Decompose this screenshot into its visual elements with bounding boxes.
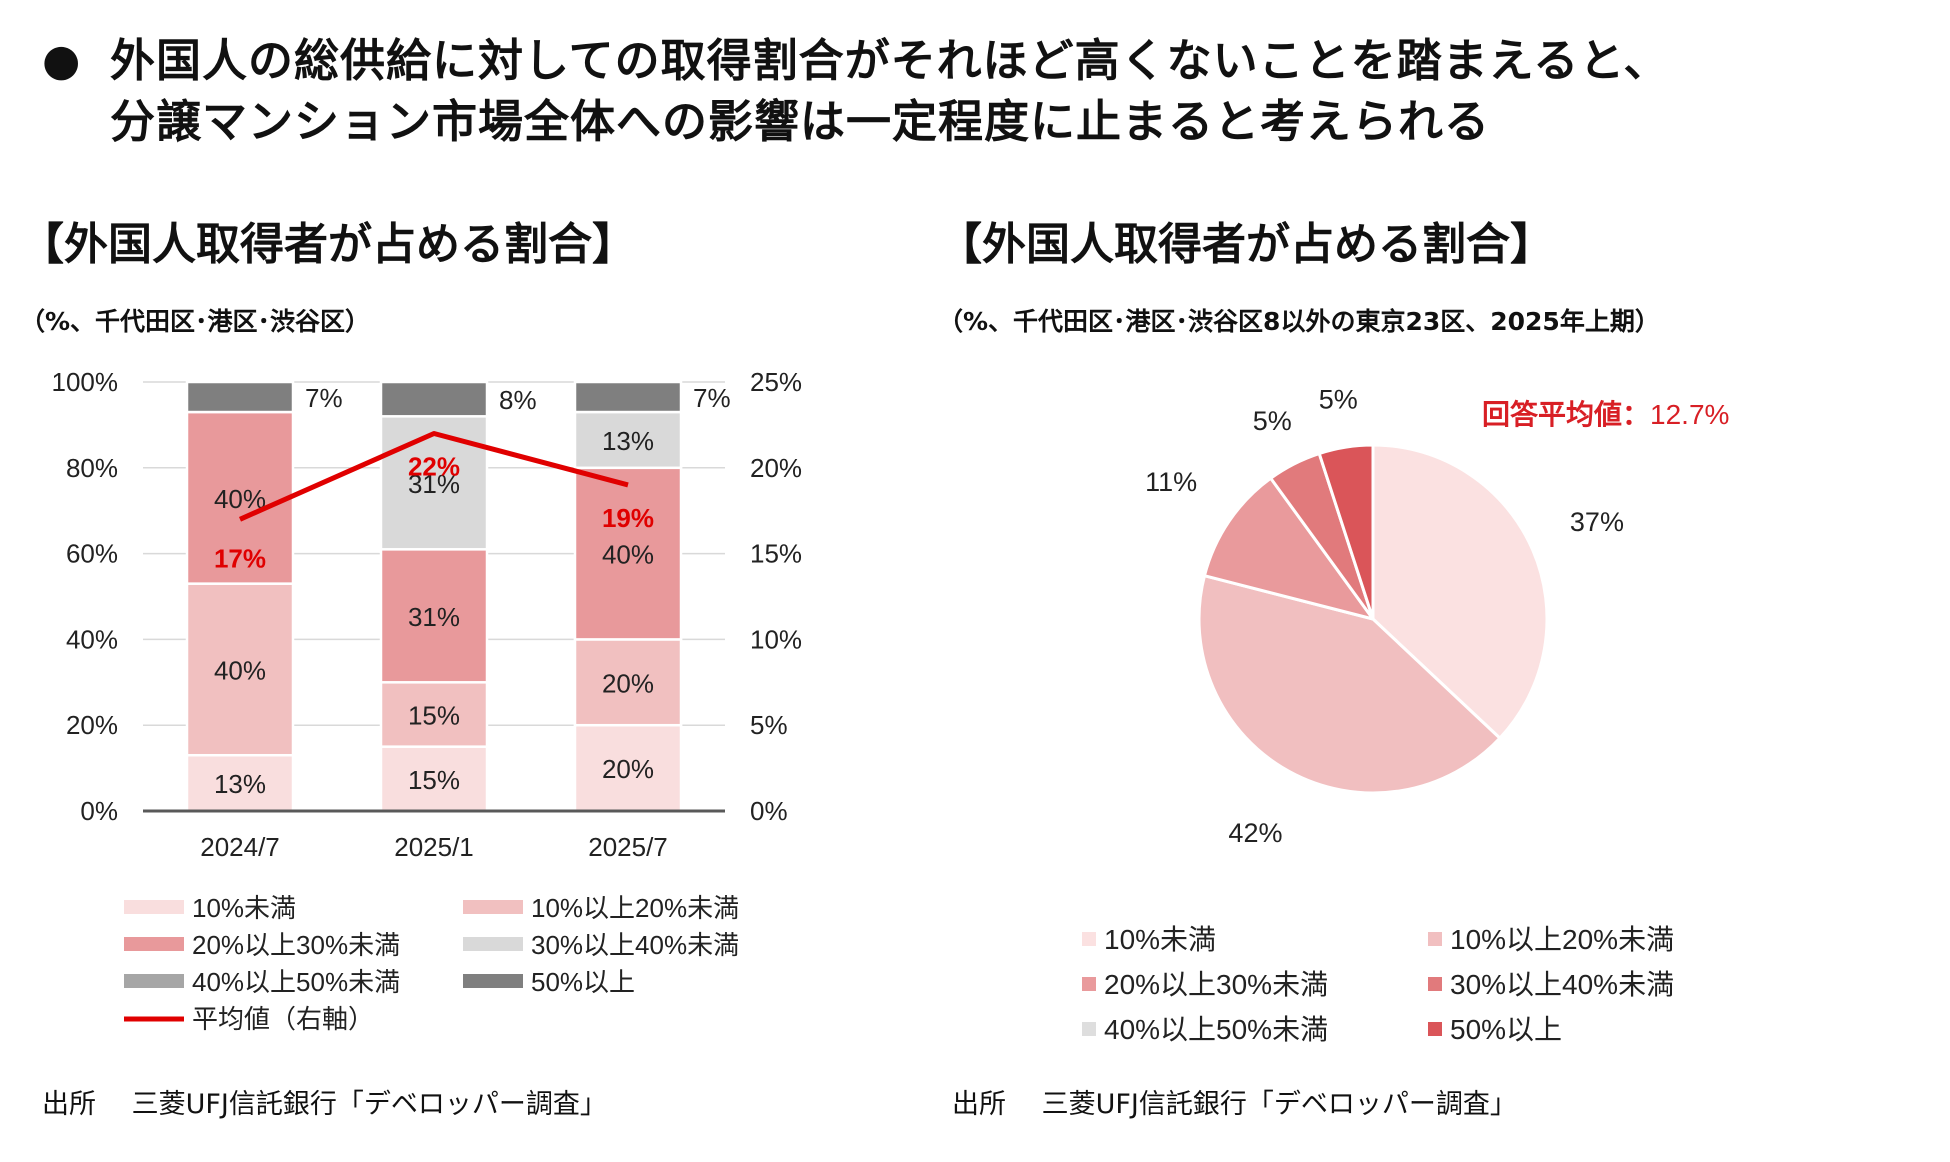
- bar-segment: [379, 548, 489, 684]
- pie-slice: [1371, 443, 1549, 741]
- data-label: 7%: [693, 383, 731, 413]
- y2-tick-label: 10%: [750, 624, 802, 654]
- y-tick-label: 20%: [66, 710, 118, 740]
- average-label: 17%: [214, 543, 266, 573]
- data-label: 15%: [408, 700, 460, 730]
- legend-swatch: [463, 937, 523, 951]
- data-label: 15%: [408, 765, 460, 795]
- bullet-icon: ●: [42, 35, 81, 86]
- left-panel-note: （%、千代田区･港区･渋谷区）: [20, 307, 371, 336]
- data-label: 31%: [408, 469, 460, 499]
- pie-label: 5%: [1319, 385, 1358, 415]
- data-label: 20%: [602, 668, 654, 698]
- bar-segment: [379, 681, 489, 748]
- legend-swatch: [463, 900, 523, 914]
- legend-label: 20%以上30%未満: [1104, 969, 1328, 1000]
- bar-segment: [185, 410, 295, 585]
- left-panel-title: 【外国人取得者が占める割合】: [20, 219, 636, 270]
- legend-label: 50%以上: [1450, 1014, 1562, 1045]
- data-label: 8%: [499, 385, 537, 415]
- y2-tick-label: 5%: [750, 710, 788, 740]
- pie-slice: [1317, 443, 1375, 620]
- y-tick-label: 80%: [66, 453, 118, 483]
- data-label: 13%: [602, 426, 654, 456]
- right-source: 出所 三菱UFJ信託銀行「デベロッパー調査」: [952, 1089, 1517, 1120]
- x-tick-label: 2025/7: [588, 832, 668, 862]
- legend-label: 平均値（右軸）: [192, 1004, 374, 1034]
- legend-swatch: [124, 974, 184, 988]
- stacked-bar-chart: 0% 0% 20% 5% 40% 10% 60% 15% 80% 20% 100% 25% 13% 40%…: [52, 367, 803, 1034]
- legend-swatch: [124, 900, 184, 914]
- bar-segment: [573, 723, 683, 813]
- y-tick-label: 100%: [52, 367, 119, 397]
- pie-slice: [1202, 476, 1377, 622]
- pie-label: 37%: [1570, 507, 1624, 537]
- legend-swatch: [1082, 1022, 1096, 1036]
- bar-segment: [185, 380, 295, 414]
- legend-label: 20%以上30%未満: [192, 930, 400, 960]
- bar-segment: [573, 380, 683, 414]
- y2-tick-label: 15%: [750, 539, 802, 569]
- pie-label: 11%: [1145, 467, 1197, 497]
- y-tick-label: 0%: [80, 796, 118, 826]
- y2-tick-label: 20%: [750, 453, 802, 483]
- data-label: 40%: [214, 655, 266, 685]
- bar-segment: [379, 380, 489, 418]
- bar-segment: [379, 745, 489, 813]
- pie-chart: 37% 42% 11% 5% 5% 回答平均値：12.7% 10%未満 10%以上20%未満 2…: [1082, 385, 1729, 1045]
- right-panel-note: （%、千代田区･港区･渋谷区8以外の東京23区、2025年上期）: [938, 307, 1660, 336]
- x-tick-label: 2025/1: [394, 832, 474, 862]
- headline-line-1: 外国人の総供給に対しての取得割合がそれほど高くないことを踏まえると、: [110, 34, 1670, 87]
- data-label: 40%: [214, 484, 266, 514]
- legend-label: 10%以上20%未満: [531, 893, 739, 923]
- pie-label: 42%: [1228, 818, 1282, 848]
- legend-swatch: [1428, 932, 1442, 946]
- data-label: 40%: [602, 540, 654, 570]
- bar-segment: [185, 582, 295, 757]
- legend-label: 30%以上40%未満: [531, 930, 739, 960]
- data-label: 13%: [214, 769, 266, 799]
- legend-swatch: [1428, 1022, 1442, 1036]
- legend-label: 10%以上20%未満: [1450, 924, 1674, 955]
- right-panel-title: 【外国人取得者が占める割合】: [938, 219, 1554, 270]
- legend-swatch: [1082, 932, 1096, 946]
- pie-label: 5%: [1253, 406, 1292, 436]
- legend-label: 10%未満: [192, 893, 296, 923]
- data-label: 20%: [602, 754, 654, 784]
- legend-label: 40%以上50%未満: [1104, 1014, 1328, 1045]
- headline-line-2: 分譲マンション市場全体への影響は一定程度に止まると考えられる: [110, 95, 1491, 148]
- bar-segment: [573, 410, 683, 470]
- y-tick-label: 40%: [66, 624, 118, 654]
- legend-label: 40%以上50%未満: [192, 967, 400, 997]
- legend-label: 30%以上40%未満: [1450, 969, 1674, 1000]
- legend-label: 10%未満: [1104, 924, 1216, 955]
- y2-tick-label: 0%: [750, 796, 788, 826]
- y2-tick-label: 25%: [750, 367, 802, 397]
- data-label: 7%: [305, 383, 343, 413]
- legend-swatch: [463, 974, 523, 988]
- legend-label: 50%以上: [531, 967, 635, 997]
- average-label: 22%: [408, 451, 460, 481]
- average-label: 19%: [602, 503, 654, 533]
- bar-segment: [573, 638, 683, 727]
- left-source: 出所 三菱UFJ信託銀行「デベロッパー調査」: [42, 1089, 607, 1120]
- bar-segment: [573, 466, 683, 641]
- average-annotation: 回答平均値：12.7%: [1482, 398, 1729, 430]
- legend-swatch: [124, 937, 184, 951]
- legend-swatch: [1082, 977, 1096, 991]
- pie-slice: [1197, 573, 1502, 795]
- data-label: 31%: [408, 602, 460, 632]
- y-tick-label: 60%: [66, 539, 118, 569]
- x-tick-label: 2024/7: [200, 832, 280, 862]
- legend-swatch: [1428, 977, 1442, 991]
